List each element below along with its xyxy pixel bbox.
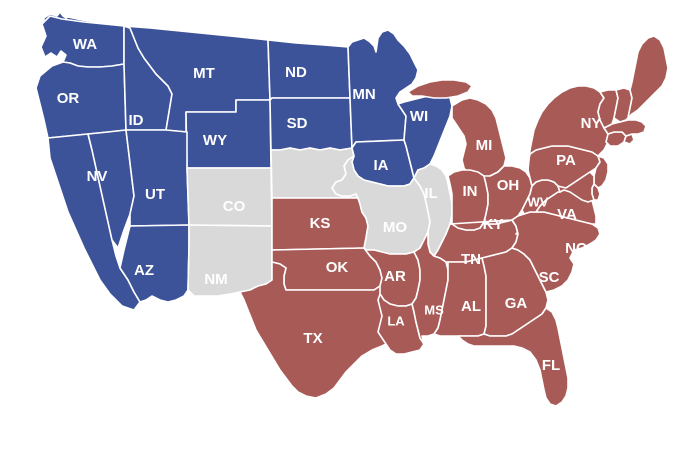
state-NJ[interactable] xyxy=(593,155,609,189)
state-OK[interactable] xyxy=(271,247,383,291)
state-CO[interactable] xyxy=(186,167,273,227)
state-MD[interactable] xyxy=(557,171,595,203)
state-KS[interactable] xyxy=(271,197,369,251)
state-UT[interactable] xyxy=(125,129,190,227)
state-MT[interactable] xyxy=(123,25,271,133)
state-label-CA: CA xyxy=(39,205,61,222)
state-WI[interactable] xyxy=(397,93,453,179)
state-TX[interactable] xyxy=(239,261,399,399)
state-ND[interactable] xyxy=(267,39,351,101)
state-FL[interactable] xyxy=(457,307,569,407)
state-OR[interactable] xyxy=(35,61,127,139)
states-layer xyxy=(35,11,669,407)
state-IN[interactable] xyxy=(447,169,489,231)
state-NH[interactable] xyxy=(613,87,633,123)
state-SD[interactable] xyxy=(269,97,353,151)
state-ME[interactable] xyxy=(627,35,669,119)
